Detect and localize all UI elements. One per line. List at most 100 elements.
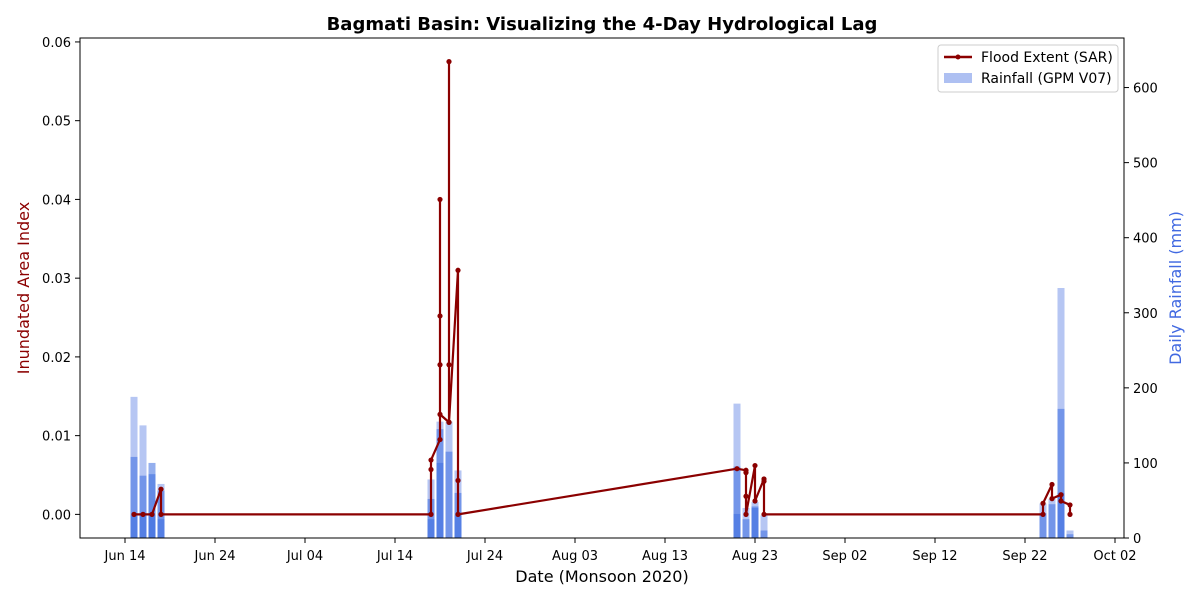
x-axis-label: Date (Monsoon 2020)	[515, 567, 688, 586]
flood-point	[428, 466, 434, 473]
flood-point	[743, 470, 749, 476]
x-tick-label: Oct 02	[1093, 549, 1136, 564]
rain-bar	[148, 474, 156, 538]
y-left-tick-label: 0.01	[42, 430, 71, 445]
rain-bar	[139, 475, 147, 538]
legend-flood-marker	[955, 54, 961, 60]
x-tick-label: Jul 04	[286, 549, 323, 564]
flood-point	[446, 59, 452, 65]
flood-point	[455, 477, 461, 484]
flood-point	[743, 493, 749, 499]
flood-point	[437, 313, 443, 319]
rain-bar	[760, 515, 768, 538]
plot-frame	[79, 37, 1125, 539]
y-left-tick-label: 0.03	[42, 272, 71, 287]
y-left-tick-label: 0.04	[42, 193, 71, 208]
rain-bar	[751, 507, 759, 538]
axes: Jun 14 Jun 24 Jul 04 Jul 14 Jul 24 Aug 03 Aug …	[42, 36, 1158, 564]
flood-point	[446, 419, 452, 425]
rain-bar	[1066, 534, 1074, 538]
flood-point	[158, 486, 164, 492]
flood-point	[149, 511, 155, 517]
y-left-tick-label: 0.00	[42, 508, 71, 523]
flood-point	[455, 267, 461, 273]
flood-point	[428, 457, 434, 463]
flood-point	[428, 511, 434, 517]
flood-point	[455, 511, 461, 517]
flood-line	[131, 59, 1073, 517]
y-left-tick-label: 0.05	[42, 115, 71, 130]
flood-point	[158, 511, 164, 517]
rain-bar	[139, 514, 147, 538]
rain-bar	[742, 519, 750, 538]
flood-point	[1058, 492, 1064, 498]
rain-bar	[130, 515, 138, 538]
flood-point	[1067, 502, 1073, 508]
x-tick-label: Jun 24	[194, 549, 236, 564]
flood-point	[437, 436, 443, 443]
flood-point	[1067, 511, 1073, 517]
x-tick-label: Aug 03	[552, 549, 598, 564]
rain-bar	[427, 519, 435, 538]
rain-bar	[1057, 492, 1065, 538]
y-left-tick-label: 0.02	[42, 351, 71, 366]
y-right-tick-label: 300	[1133, 307, 1158, 322]
rain-bar	[733, 513, 741, 538]
x-tick-label: Sep 22	[1002, 549, 1047, 564]
flood-point	[743, 511, 749, 517]
x-tick-label: Jun 14	[104, 549, 146, 564]
x-tick-label: Jul 24	[466, 549, 503, 564]
flood-point	[140, 511, 146, 517]
legend-rain-label: Rainfall (GPM V07)	[981, 71, 1112, 87]
rain-bar	[148, 514, 156, 538]
chart-title: Bagmati Basin: Visualizing the 4-Day Hyd…	[327, 14, 878, 35]
legend-rain-swatch	[944, 73, 972, 83]
rain-bar	[130, 456, 138, 538]
flood-point	[752, 498, 758, 504]
flood-point	[1049, 496, 1055, 502]
rain-bar	[733, 466, 741, 538]
x-tick-label: Jul 14	[376, 549, 413, 564]
x-tick-label: Sep 12	[912, 549, 957, 564]
rain-bar	[454, 515, 462, 538]
y-right-tick-label: 400	[1133, 232, 1158, 247]
rain-bar	[157, 519, 165, 538]
rain-bar	[445, 451, 453, 538]
rain-bar	[1057, 408, 1065, 538]
flood-point	[752, 462, 758, 469]
y-axis-right-label: Daily Rainfall (mm)	[1166, 211, 1185, 365]
flood-point	[437, 411, 443, 417]
y-right-tick-label: 0	[1133, 532, 1141, 547]
flood-point	[1049, 481, 1055, 488]
legend-frame	[937, 44, 1119, 93]
flood-point	[1040, 511, 1046, 517]
y-axis-left-label: Inundated Area Index	[14, 202, 33, 374]
x-tick-label: Aug 13	[642, 549, 688, 564]
flood-point	[446, 362, 452, 368]
legend: Flood Extent (SAR) Rainfall (GPM V07)	[937, 44, 1119, 93]
x-tick-label: Aug 23	[732, 549, 778, 564]
flood-point	[1058, 498, 1064, 504]
flood-point	[437, 362, 443, 368]
rain-bar	[436, 462, 444, 538]
y-right-tick-label: 100	[1133, 457, 1158, 472]
y-right-tick-label: 600	[1133, 82, 1158, 97]
x-tick-label: Sep 02	[822, 549, 867, 564]
flood-point	[1040, 500, 1046, 506]
flood-point	[761, 478, 767, 484]
y-right-tick-label: 500	[1133, 157, 1158, 172]
flood-point	[761, 511, 767, 517]
legend-flood-label: Flood Extent (SAR)	[981, 50, 1113, 66]
rain-bar	[760, 530, 768, 538]
flood-point	[131, 511, 137, 517]
y-right-tick-label: 200	[1133, 382, 1158, 397]
flood-point	[734, 466, 740, 472]
rain-bar	[427, 498, 435, 538]
rain-bar	[1039, 513, 1047, 538]
y-left-tick-label: 0.06	[42, 36, 71, 51]
flood-point	[437, 196, 443, 203]
rain-bar	[1048, 504, 1056, 538]
